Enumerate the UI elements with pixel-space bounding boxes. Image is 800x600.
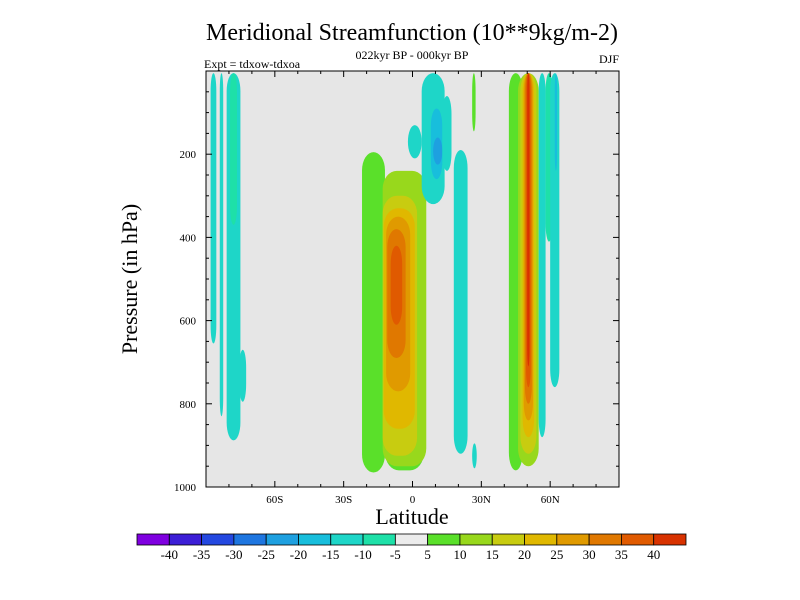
colorbar-label: -40 [161, 547, 178, 562]
colorbar-label: -30 [225, 547, 242, 562]
sh-polar-band-contour-neg5 [230, 73, 237, 225]
x-tick-label: 0 [410, 494, 416, 506]
y-tick-label: 800 [180, 399, 197, 411]
y-tick-label: 200 [180, 149, 197, 161]
colorbar-swatch [394, 533, 429, 546]
tropical-negative-cell-contour-neg10 [453, 150, 468, 454]
sh-polar-band [210, 73, 247, 441]
plot-area: 60S 30S 0 30N 60N 200 400 600 800 1000 [174, 70, 620, 506]
colorbar-swatch [653, 533, 687, 546]
tropical-negative-cell-contour-neg10 [472, 443, 477, 469]
colorbar-swatch [556, 533, 590, 546]
colorbar-label: -10 [354, 547, 371, 562]
colorbar-label: 20 [518, 547, 531, 562]
colorbar-swatch [588, 533, 622, 546]
tropical-negative-cell-contour-5 [472, 73, 476, 132]
colorbar-label: -25 [258, 547, 275, 562]
sh-polar-band-contour-neg10 [219, 73, 224, 417]
y-tick-label: 600 [180, 316, 197, 328]
contour-fields [210, 73, 560, 473]
colorbar-swatch [265, 533, 299, 546]
sh-polar-band-contour-neg10 [210, 73, 217, 344]
season-label: DJF [599, 52, 619, 66]
nh-midlat-cell-contour-neg10 [550, 73, 560, 388]
x-axis-label: Latitude [375, 504, 448, 529]
colorbar-label: -20 [290, 547, 307, 562]
colorbar-swatch [201, 533, 235, 546]
y-tick-label: 400 [180, 232, 197, 244]
colorbar-label: -15 [322, 547, 339, 562]
tropical-negative-cell-contour-neg20 [433, 137, 443, 165]
nh-midlat-cell-contour-neg15 [554, 73, 558, 171]
x-tick-label: 60S [266, 494, 283, 506]
colorbar-label: -5 [390, 547, 401, 562]
sh-polar-band-contour-neg10 [239, 349, 247, 402]
colorbar: -40 -35 -30 -25 -20 -15 -10 -5 5 10 15 20 25 30 35 40 [136, 533, 687, 562]
x-tick-label: 30N [472, 494, 491, 506]
colorbar-swatch [298, 533, 332, 546]
colorbar-label: 30 [583, 547, 596, 562]
colorbar-swatch [233, 533, 267, 546]
colorbar-label: 15 [486, 547, 499, 562]
nh-midlat-cell-contour-neg10 [538, 73, 546, 438]
colorbar-label: -35 [193, 547, 210, 562]
tropical-positive-cell-contour-5 [362, 152, 385, 473]
chart-subtitle: 022kyr BP - 000kyr BP [356, 48, 469, 62]
colorbar-label: 35 [615, 547, 628, 562]
colorbar-swatch [362, 533, 396, 546]
colorbar-label: 10 [453, 547, 466, 562]
experiment-label: Expt = tdxow-tdxoa [204, 57, 301, 71]
colorbar-label: 5 [424, 547, 431, 562]
colorbar-swatch [136, 533, 170, 546]
tropical-negative-cell [407, 73, 477, 469]
tropical-negative-cell-contour-neg10 [442, 95, 452, 171]
tropical-negative-cell-contour-neg10 [407, 125, 422, 159]
colorbar-swatch [168, 533, 202, 546]
colorbar-swatch [427, 533, 461, 546]
y-axis-label: Pressure (in hPa) [117, 204, 142, 354]
colorbar-swatch [491, 533, 525, 546]
tropical-positive-cell-contour-35 [390, 245, 403, 325]
y-tick-label: 1000 [174, 482, 197, 494]
x-tick-label: 30S [335, 494, 352, 506]
colorbar-swatch [459, 533, 493, 546]
nh-midlat-cell-contour-40 [527, 73, 530, 367]
colorbar-label: 40 [647, 547, 660, 562]
nh-midlat-cell [508, 73, 560, 471]
axis-ticks [205, 70, 620, 488]
colorbar-swatch [621, 533, 655, 546]
x-tick-label: 60N [541, 494, 560, 506]
colorbar-swatch [524, 533, 558, 546]
chart-title: Meridional Streamfunction (10**9kg/m-2) [206, 20, 618, 46]
tropical-positive-cell [362, 152, 427, 473]
colorbar-label: 25 [550, 547, 563, 562]
colorbar-swatch [330, 533, 364, 546]
